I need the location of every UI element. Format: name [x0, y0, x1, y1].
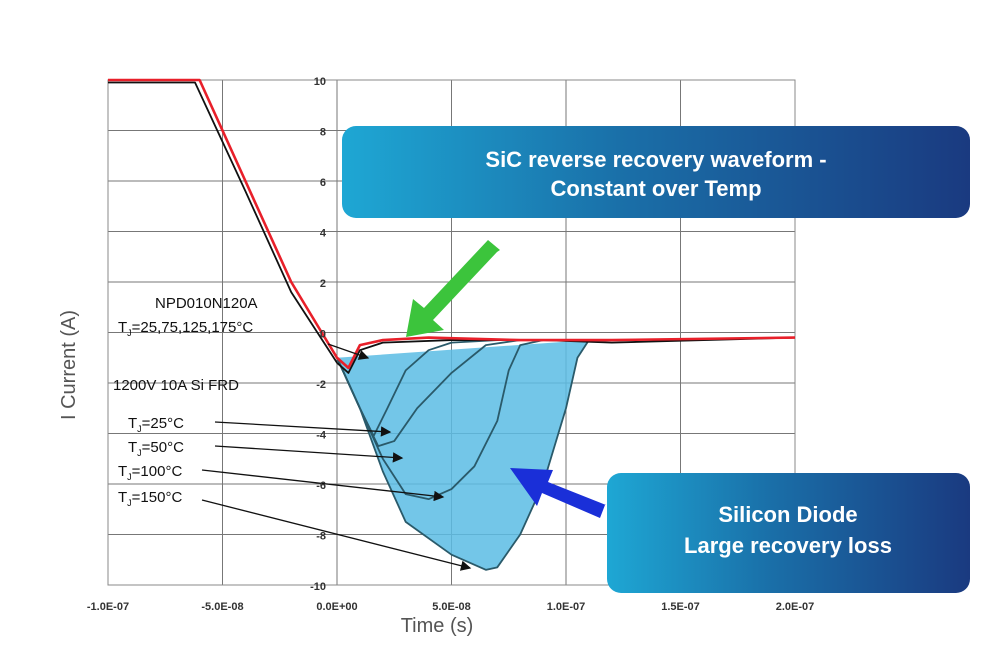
annotation-subscript: J — [137, 448, 142, 458]
annotation: TJ=100°C — [118, 463, 182, 482]
y-tick-label: -2 — [316, 379, 326, 391]
waveform — [336, 339, 590, 571]
annotation: TJ=25°C — [128, 415, 184, 434]
callout-text: SiC reverse recovery waveform - — [485, 147, 826, 172]
plot-frame — [107, 79, 796, 586]
y-tick-label: 8 — [320, 127, 326, 139]
x-tick-label: -1.0E-07 — [87, 601, 129, 613]
y-tick-label: 10 — [314, 76, 326, 88]
pointer — [201, 499, 472, 571]
pointer — [327, 343, 370, 360]
x-tick-label: 5.0E-08 — [432, 601, 471, 613]
annotation-part: =50°C — [142, 439, 184, 456]
callout-box — [607, 473, 970, 593]
annotation-subscript: J — [127, 472, 132, 482]
pointer — [214, 421, 392, 437]
callout-box — [342, 126, 970, 218]
plot — [108, 78, 796, 571]
y-tick-label: -10 — [310, 581, 326, 593]
annotation: NPD010N120A — [155, 295, 258, 312]
annotation: TJ=150°C — [118, 489, 182, 508]
x-tick-label: 1.0E-07 — [547, 601, 586, 613]
x-tick-label: 0.0E+00 — [316, 601, 357, 613]
x-axis-label: Time (s) — [401, 615, 474, 637]
x-tick-label: -5.0E-08 — [201, 601, 243, 613]
x-tick-label: 2.0E-07 — [776, 601, 815, 613]
y-axis-label: I Current (A) — [58, 310, 80, 420]
x-tick-label: 1.5E-07 — [661, 601, 700, 613]
callout-text: Large recovery loss — [684, 533, 892, 558]
recovery-area — [337, 340, 589, 570]
waveform — [336, 339, 498, 437]
blue-arrow — [510, 468, 606, 518]
callout-text: Constant over Temp — [550, 176, 761, 201]
annotation-part: =150°C — [132, 489, 183, 506]
annotation-subscript: J — [127, 498, 132, 508]
pointer — [214, 445, 404, 463]
waveform — [108, 78, 796, 370]
y-tick-label: 2 — [320, 278, 326, 290]
callout-text: Silicon Diode — [718, 502, 857, 527]
y-tick-label: 4 — [320, 228, 327, 240]
y-tick-label: -4 — [316, 430, 327, 442]
y-tick-label: -8 — [316, 531, 326, 543]
callouts: SiC reverse recovery waveform - Constant … — [485, 147, 892, 558]
annotation-part: =25°C — [142, 415, 184, 432]
annotation-part: T — [118, 463, 127, 480]
annotation-subscript: J — [127, 328, 132, 338]
annotation-part: =100°C — [132, 463, 183, 480]
y-tick-label: 0 — [320, 329, 326, 341]
pointer — [201, 469, 445, 502]
annotation-part: T — [118, 489, 127, 506]
annotation-subscript: J — [137, 424, 142, 434]
pointer-lines — [201, 343, 472, 571]
annotation: TJ=50°C — [128, 439, 184, 458]
annotation: TJ=25,75,125,175°C — [118, 319, 253, 338]
annotation-part: T — [128, 439, 137, 456]
green-arrow — [406, 240, 500, 337]
y-tick-label: -6 — [316, 480, 326, 492]
annotation-part: =25,75,125,175°C — [132, 319, 254, 336]
annotation-part: T — [118, 319, 127, 336]
annotation: 1200V 10A Si FRD — [113, 377, 239, 394]
waveform — [336, 339, 544, 501]
annotation-part: T — [128, 415, 137, 432]
y-tick-label: 6 — [320, 177, 326, 189]
